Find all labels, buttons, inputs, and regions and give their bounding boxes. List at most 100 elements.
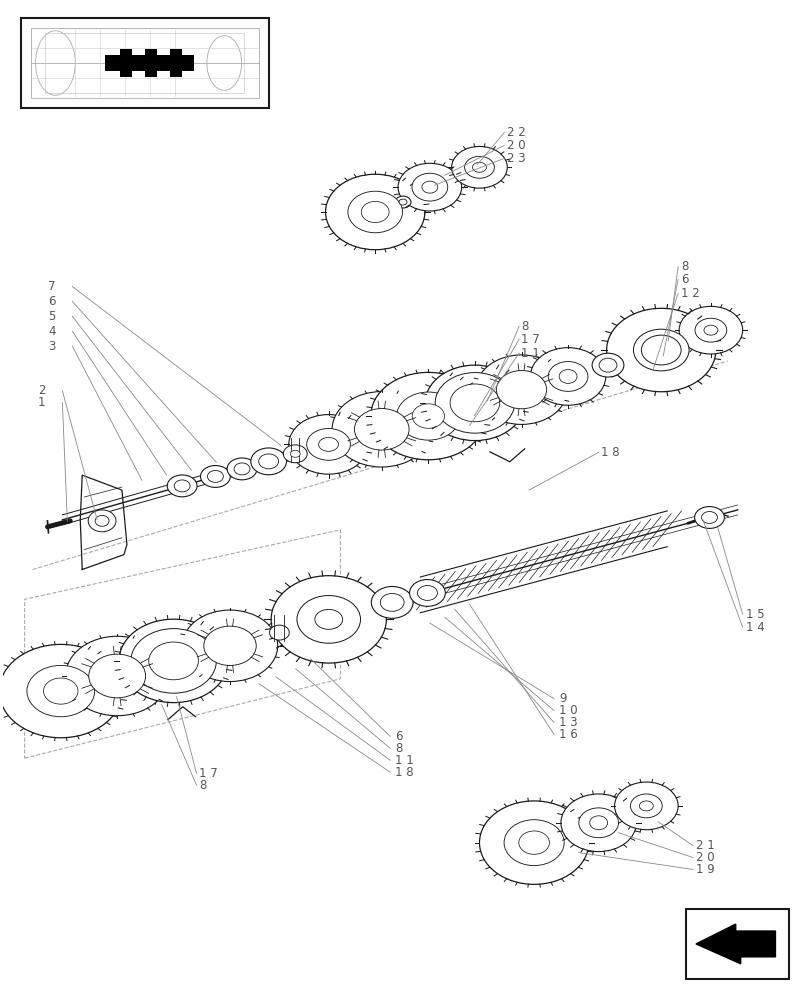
Ellipse shape bbox=[174, 480, 190, 492]
Ellipse shape bbox=[589, 816, 607, 830]
Ellipse shape bbox=[578, 808, 618, 838]
Ellipse shape bbox=[269, 625, 289, 640]
Ellipse shape bbox=[449, 384, 499, 422]
Ellipse shape bbox=[332, 392, 431, 467]
Ellipse shape bbox=[411, 173, 447, 201]
Ellipse shape bbox=[412, 404, 444, 428]
Ellipse shape bbox=[227, 458, 256, 480]
Ellipse shape bbox=[560, 794, 636, 852]
Text: 1 0: 1 0 bbox=[558, 704, 577, 717]
Ellipse shape bbox=[44, 678, 78, 704]
Text: 5: 5 bbox=[48, 310, 55, 323]
Bar bbox=[120, 49, 131, 77]
Ellipse shape bbox=[472, 162, 486, 172]
Text: 1 1: 1 1 bbox=[521, 347, 539, 360]
Bar bbox=[20, 18, 268, 108]
Text: 1 7: 1 7 bbox=[521, 333, 539, 346]
Ellipse shape bbox=[395, 196, 410, 208]
Ellipse shape bbox=[678, 306, 742, 354]
Text: 1 6: 1 6 bbox=[558, 728, 577, 741]
Text: 8: 8 bbox=[680, 260, 688, 273]
Ellipse shape bbox=[649, 341, 672, 359]
Ellipse shape bbox=[435, 373, 514, 433]
Ellipse shape bbox=[95, 515, 109, 526]
Ellipse shape bbox=[417, 586, 437, 600]
Ellipse shape bbox=[641, 335, 680, 365]
Ellipse shape bbox=[347, 191, 402, 233]
Text: 6: 6 bbox=[395, 730, 402, 743]
Ellipse shape bbox=[693, 507, 723, 528]
Ellipse shape bbox=[701, 512, 717, 523]
Ellipse shape bbox=[148, 642, 198, 680]
Ellipse shape bbox=[629, 794, 662, 818]
Ellipse shape bbox=[422, 181, 437, 193]
Bar bbox=[169, 49, 182, 77]
Ellipse shape bbox=[479, 801, 588, 884]
Ellipse shape bbox=[547, 362, 587, 391]
Ellipse shape bbox=[703, 325, 717, 335]
Ellipse shape bbox=[119, 619, 228, 703]
Ellipse shape bbox=[204, 626, 256, 665]
Text: 1 3: 1 3 bbox=[558, 716, 577, 729]
Bar bbox=[685, 909, 788, 979]
Ellipse shape bbox=[606, 308, 715, 392]
Bar bbox=[105, 55, 194, 71]
Ellipse shape bbox=[694, 318, 726, 342]
Ellipse shape bbox=[504, 820, 564, 866]
Ellipse shape bbox=[271, 576, 386, 663]
Text: 2 3: 2 3 bbox=[507, 152, 526, 165]
Ellipse shape bbox=[200, 466, 230, 487]
Ellipse shape bbox=[475, 355, 567, 424]
Text: 1 8: 1 8 bbox=[395, 766, 413, 779]
Ellipse shape bbox=[325, 174, 424, 250]
Ellipse shape bbox=[425, 365, 524, 441]
Text: 3: 3 bbox=[48, 340, 55, 353]
Ellipse shape bbox=[371, 372, 485, 460]
Text: 2 0: 2 0 bbox=[695, 851, 714, 864]
Ellipse shape bbox=[633, 329, 689, 371]
Text: 8: 8 bbox=[200, 779, 207, 792]
Ellipse shape bbox=[380, 593, 404, 611]
Ellipse shape bbox=[307, 428, 350, 460]
Ellipse shape bbox=[66, 636, 169, 716]
Ellipse shape bbox=[283, 445, 307, 463]
Bar bbox=[689, 912, 785, 976]
Text: 1 8: 1 8 bbox=[600, 446, 619, 459]
Text: 4: 4 bbox=[48, 325, 55, 338]
Ellipse shape bbox=[208, 471, 223, 482]
Ellipse shape bbox=[290, 450, 300, 457]
Text: 6: 6 bbox=[680, 273, 688, 286]
Text: 2 0: 2 0 bbox=[507, 139, 526, 152]
Text: 1 1: 1 1 bbox=[395, 754, 414, 767]
Text: 1 7: 1 7 bbox=[200, 767, 218, 780]
Ellipse shape bbox=[518, 831, 549, 854]
Ellipse shape bbox=[297, 596, 360, 643]
Ellipse shape bbox=[397, 163, 461, 211]
Bar bbox=[144, 49, 157, 77]
Ellipse shape bbox=[591, 353, 623, 377]
Text: 1 2: 1 2 bbox=[680, 287, 699, 300]
Ellipse shape bbox=[251, 448, 286, 475]
Ellipse shape bbox=[599, 358, 616, 372]
Text: 1 4: 1 4 bbox=[744, 621, 763, 634]
Text: 2 2: 2 2 bbox=[507, 126, 526, 139]
Text: 6: 6 bbox=[48, 295, 55, 308]
Ellipse shape bbox=[559, 369, 577, 383]
Bar bbox=[31, 28, 259, 98]
Ellipse shape bbox=[530, 348, 605, 405]
Ellipse shape bbox=[354, 409, 409, 450]
Ellipse shape bbox=[361, 201, 388, 223]
Bar bbox=[45, 33, 244, 93]
Ellipse shape bbox=[234, 463, 250, 475]
Ellipse shape bbox=[318, 437, 338, 451]
Ellipse shape bbox=[451, 146, 507, 188]
Ellipse shape bbox=[315, 609, 342, 629]
Ellipse shape bbox=[371, 587, 413, 618]
Text: 7: 7 bbox=[48, 280, 55, 293]
Ellipse shape bbox=[131, 629, 216, 693]
Ellipse shape bbox=[409, 580, 444, 606]
Ellipse shape bbox=[289, 415, 368, 474]
Ellipse shape bbox=[182, 610, 277, 682]
Ellipse shape bbox=[167, 475, 197, 497]
Ellipse shape bbox=[464, 156, 494, 178]
